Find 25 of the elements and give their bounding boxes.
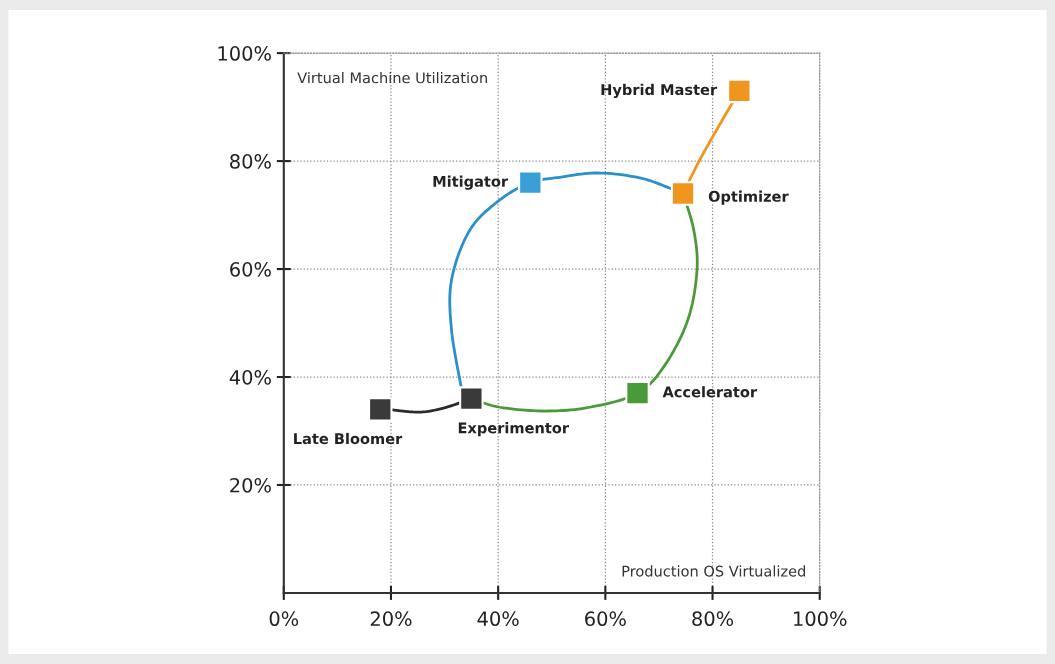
y-tick-label: 100%: [218, 46, 271, 61]
annotation: Hybrid Master: [601, 83, 718, 99]
x-tick-label: 100%: [794, 611, 847, 627]
x-tick-label: 20%: [370, 611, 412, 627]
annotation: Optimizer: [708, 190, 789, 205]
point: [727, 78, 752, 104]
point: [670, 181, 696, 206]
y-tick-label: 60%: [230, 262, 271, 277]
point: [625, 380, 650, 406]
annotation: Experimentor: [458, 422, 569, 437]
point: [518, 170, 543, 195]
y-tick-label: 40%: [229, 369, 271, 385]
y-tick-label: 80%: [230, 154, 271, 169]
x-tick-label: 60%: [585, 611, 626, 627]
y-tick-label: 20%: [230, 477, 271, 493]
x-tick-label: 0%: [269, 611, 299, 627]
x-axis-title: Production OS Virtualized: [622, 565, 806, 577]
annotation: Late Bloomer: [294, 432, 403, 445]
x-tick-label: 80%: [692, 611, 734, 627]
annotation: Mitigator: [433, 175, 509, 190]
x-tick-label: 40%: [477, 611, 519, 627]
annotation: Accelerator: [662, 386, 758, 398]
y-axis-title: Virtual Machine Utilization: [297, 72, 487, 84]
point: [368, 397, 393, 422]
point: [459, 386, 484, 411]
